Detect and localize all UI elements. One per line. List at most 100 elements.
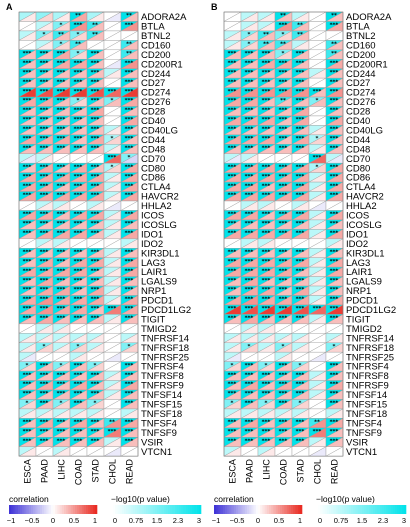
significance-stars: *** — [279, 145, 288, 151]
significance-stars: *** — [23, 372, 32, 378]
heatmap-row: *** *** *** *** *** *** — [223, 370, 344, 381]
gene-label: CD86 — [346, 173, 370, 184]
significance-stars: *** — [245, 268, 254, 274]
correlation-tick-label: −1 — [212, 516, 221, 525]
significance-stars: *** — [245, 60, 254, 66]
significance-stars: *** — [330, 438, 339, 444]
correlation-colorbar-segment — [258, 505, 261, 514]
cancer-type-label: LIHC — [57, 459, 67, 480]
significance-stars: *** — [40, 438, 49, 444]
heatmap-row: *** *** *** *** *** *** — [18, 219, 139, 230]
significance-stars: *** — [125, 401, 134, 407]
correlation-colorbar-segment — [218, 505, 221, 514]
correlation-colorbar-segment — [227, 505, 230, 514]
significance-stars: *** — [245, 316, 254, 322]
pvalue-tick-label: 1.5 — [152, 516, 162, 525]
significance-stars: *** — [91, 70, 100, 76]
gene-label: TNFSF15 — [141, 400, 182, 411]
significance-stars: *** — [91, 297, 100, 303]
heatmap-row — [223, 200, 344, 211]
significance-stars: *** — [57, 98, 66, 104]
significance-stars: *** — [74, 306, 83, 312]
significance-stars: *** — [296, 136, 305, 142]
significance-stars: *** — [279, 287, 288, 293]
significance-stars: *** — [245, 174, 254, 180]
gene-label: CD40LG — [141, 125, 178, 136]
significance-stars: ** — [297, 32, 303, 38]
pvalue-tick-label: 3 — [197, 516, 201, 525]
significance-stars: *** — [279, 164, 288, 170]
significance-stars: *** — [57, 221, 66, 227]
heatmap-row — [18, 351, 139, 362]
significance-stars: *** — [57, 420, 66, 426]
significance-stars: * — [316, 98, 319, 104]
significance-stars: * — [231, 363, 234, 369]
significance-stars: *** — [279, 60, 288, 66]
correlation-colorbar-segment — [33, 505, 36, 514]
correlation-colorbar-segment — [282, 505, 285, 514]
significance-stars: *** — [91, 164, 100, 170]
correlation-tick-label: −0.5 — [230, 516, 245, 525]
gene-label: CD86 — [141, 173, 165, 184]
significance-stars: *** — [262, 221, 271, 227]
significance-stars: *** — [245, 438, 254, 444]
significance-stars: *** — [74, 249, 83, 255]
significance-stars: *** — [279, 316, 288, 322]
significance-stars: *** — [125, 221, 134, 227]
significance-stars: *** — [228, 164, 237, 170]
significance-stars: *** — [262, 391, 271, 397]
significance-stars: *** — [57, 268, 66, 274]
significance-stars: *** — [330, 306, 339, 312]
pvalue-colorbar-segment — [161, 505, 164, 514]
significance-stars: *** — [330, 259, 339, 265]
gene-label: TNFSF4 — [346, 418, 382, 429]
correlation-colorbar-segment — [86, 505, 89, 514]
heatmap-row: *** *** *** * *** ** — [18, 49, 139, 60]
significance-stars: * — [77, 344, 80, 350]
pvalue-tick-label: 0.75 — [334, 516, 349, 525]
significance-stars: *** — [74, 316, 83, 322]
heatmap-row: *** *** *** *** *** *** — [18, 77, 139, 88]
significance-stars: ** — [263, 32, 269, 38]
heatmap-row: *** *** *** *** *** *** — [18, 125, 139, 136]
significance-stars: *** — [279, 249, 288, 255]
significance-stars: *** — [91, 79, 100, 85]
significance-stars: *** — [245, 136, 254, 142]
heatmap-row: *** *** *** * *** ** — [223, 49, 344, 60]
heatmap-row: * ** * ** — [18, 30, 139, 41]
significance-stars: *** — [296, 98, 305, 104]
gene-label: HAVCR2 — [346, 192, 384, 203]
significance-stars: *** — [262, 51, 271, 57]
significance-stars: *** — [125, 249, 134, 255]
significance-stars: ** — [314, 420, 320, 426]
gene-label: TIGIT — [141, 314, 165, 325]
gene-label: TNFRSF14 — [141, 333, 189, 344]
significance-stars: *** — [279, 363, 288, 369]
significance-stars: *** — [40, 259, 49, 265]
significance-stars: * — [248, 32, 251, 38]
significance-stars: *** — [91, 193, 100, 199]
heatmap-row: *** *** *** *** *** *** — [18, 276, 139, 287]
heatmap-row: *** *** *** *** *** *** — [18, 210, 139, 221]
heatmap-row: *** *** *** *** *** *** — [18, 389, 139, 400]
correlation-tick-label: 0 — [256, 516, 260, 525]
gene-label: CD70 — [346, 154, 370, 165]
correlation-colorbar-segment — [295, 505, 298, 514]
significance-stars: *** — [279, 23, 288, 29]
significance-stars: ** — [92, 32, 98, 38]
significance-stars: *** — [279, 382, 288, 388]
pvalue-colorbar-segment — [362, 505, 365, 514]
correlation-colorbar-segment — [55, 505, 58, 514]
significance-stars: *** — [125, 183, 134, 189]
significance-stars: * — [94, 363, 97, 369]
pvalue-colorbar-segment — [390, 505, 394, 514]
significance-stars: *** — [296, 372, 305, 378]
significance-stars: *** — [91, 287, 100, 293]
heatmap-row: ** ** — [18, 11, 139, 22]
gene-label: TMIGD2 — [346, 324, 382, 335]
correlation-colorbar-segment — [39, 505, 43, 514]
significance-stars: *** — [228, 70, 237, 76]
significance-stars: * — [299, 363, 302, 369]
significance-stars: *** — [296, 183, 305, 189]
significance-stars: *** — [40, 278, 49, 284]
